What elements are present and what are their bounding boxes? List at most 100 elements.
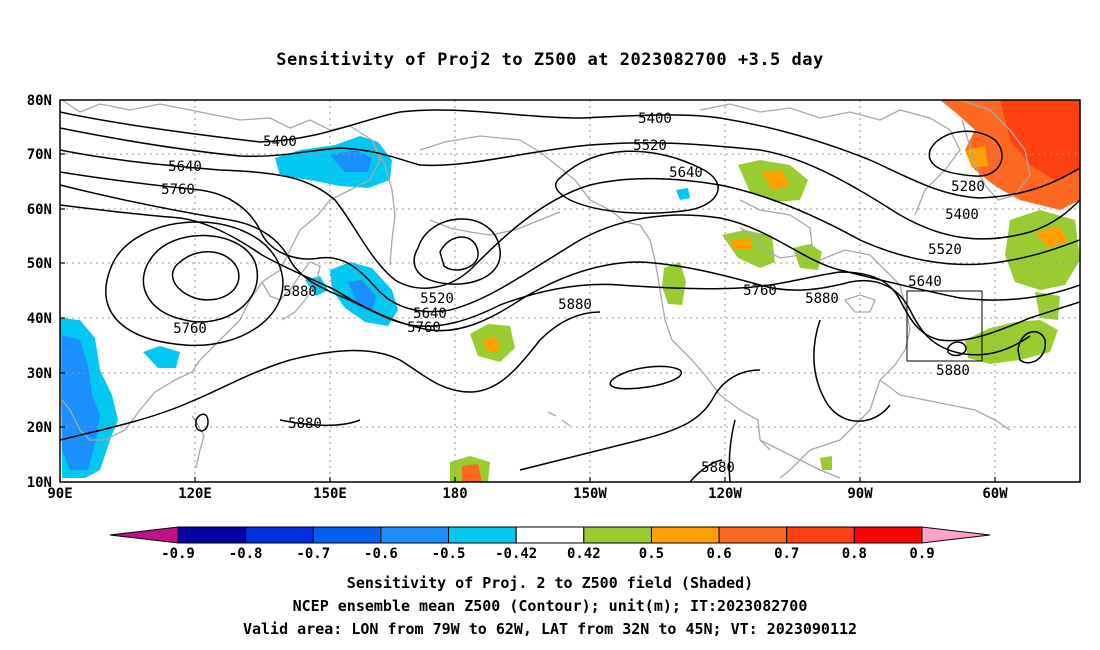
colorbar-label: -0.6 (364, 546, 398, 562)
z500-contours (60, 109, 1080, 482)
contour-label: 5640 (669, 165, 703, 181)
colorbar-label: -0.8 (229, 546, 263, 562)
contour-atlantic-small (947, 341, 967, 357)
lat-label-30n: 30N (27, 366, 52, 382)
contour-label: 5400 (263, 134, 297, 150)
contour-label: 5520 (928, 242, 962, 258)
contour-atlantic-low (1017, 330, 1046, 364)
contour-label: 5640 (908, 274, 942, 290)
contour-5880-south (728, 419, 736, 482)
lat-label-60n: 60N (27, 202, 52, 218)
pos-shade-arctic-east-core (1000, 100, 1080, 180)
colorbar-label: 0.7 (774, 546, 799, 562)
contour-label: 5640 (413, 306, 447, 322)
coast-hawaii (547, 411, 571, 427)
contour-label: 5880 (283, 284, 317, 300)
contour-5640-upper (60, 149, 1080, 289)
colorbar-swatch (448, 526, 517, 544)
neg-shade-west-pacific-core (62, 335, 100, 470)
lat-label-50n: 50N (27, 256, 52, 272)
map-title: Sensitivity of Proj2 to Z500 at 20230827… (276, 50, 824, 70)
contour-low-west-b (142, 234, 258, 323)
colorbar-swatch (177, 526, 247, 544)
colorbar-low-extend (109, 526, 179, 544)
contour-label: 5880 (805, 291, 839, 307)
coastlines (61, 100, 1031, 479)
neg-shade-bering (275, 136, 392, 188)
coast-korea-japan (261, 261, 321, 321)
coast-alaska (419, 135, 771, 451)
contour-5880-mid-left (279, 419, 361, 426)
lat-label-10n: 10N (27, 475, 52, 491)
contour-5280-east (928, 130, 1003, 177)
contour-5880-upper (60, 204, 1080, 342)
coast-central-america (759, 439, 841, 479)
lon-label-150w: 150W (573, 486, 607, 502)
coast-aleutians (429, 211, 561, 236)
lat-label-70n: 70N (27, 147, 52, 163)
lon-label-180: 180 (442, 486, 467, 502)
contour-5400-north (60, 109, 1080, 199)
colorbar-swatch (515, 526, 585, 544)
contour-low-pacific-b (413, 218, 501, 285)
contour-label: 5880 (701, 460, 735, 476)
contour-label: 5760 (407, 320, 441, 336)
lon-label-150e: 150E (313, 486, 347, 502)
colorbar-swatch (718, 526, 788, 544)
contour-5520-north (60, 127, 1080, 240)
colorbar: -0.9 -0.8 -0.7 -0.6 -0.5 -0.42 0.42 0.5 0.6 0.7 0.… (109, 526, 991, 562)
colorbar-swatch (583, 526, 652, 544)
colorbar-label: -0.42 (495, 546, 537, 562)
coast-great-lakes (843, 294, 876, 313)
colorbar-label: -0.9 (161, 546, 195, 562)
coast-florida-caribbean (879, 379, 1011, 431)
contour-5880-gulf (813, 319, 891, 422)
contour-5880-tropics-left (60, 311, 601, 441)
neg-shade-kamchatka-core (348, 280, 376, 312)
colorbar-label: 0.9 (909, 546, 934, 562)
pos-shade-atlantic-core (1035, 226, 1068, 248)
contour-low-west-a (171, 251, 240, 301)
colorbar-label: -0.5 (432, 546, 466, 562)
contour-closed-tropics (609, 365, 683, 390)
coast-philippines (191, 415, 205, 469)
neg-shade-bering-core (330, 150, 372, 172)
lon-label-90e: 90E (47, 486, 72, 502)
colorbar-swatch (853, 526, 923, 544)
contour-label: 5760 (743, 283, 777, 299)
contour-label: 5400 (638, 111, 672, 127)
lon-label-90w: 90W (847, 486, 873, 502)
lon-label-120e: 120E (178, 486, 212, 502)
pos-shade-tropics-core (462, 464, 482, 482)
contour-ridge-a (554, 150, 719, 214)
contour-label: 5520 (420, 291, 454, 307)
contour-label: 5760 (161, 182, 195, 198)
pos-shade-hudson-core (730, 238, 752, 250)
coast-kamchatka (371, 139, 396, 266)
colorbar-swatch (786, 526, 855, 544)
contour-west-pacific-small (195, 413, 209, 432)
contour-label: 5280 (951, 179, 985, 195)
contour-label: 5400 (945, 207, 979, 223)
colorbar-label: 0.8 (842, 546, 867, 562)
contour-label: 5520 (633, 138, 667, 154)
coast-hudson-bay (739, 199, 813, 259)
pos-shade-atlantic (1005, 210, 1080, 290)
neg-shade-small-c (676, 188, 690, 200)
lon-label-60w: 60W (982, 486, 1008, 502)
colorbar-swatch (650, 526, 720, 544)
neg-shade-small-a (143, 346, 180, 368)
lat-label-20n: 20N (27, 420, 52, 436)
coast-north-america-east (779, 249, 911, 479)
contour-label: 5880 (936, 363, 970, 379)
contour-label: 5880 (558, 297, 592, 313)
pos-shade-atlantic-south-b (1035, 292, 1060, 320)
pos-shade-gulf (820, 456, 832, 470)
axis-ticks (60, 153, 996, 482)
colorbar-label: 0.42 (567, 546, 601, 562)
caption-shading: Sensitivity of Proj. 2 to Z500 field (Sh… (346, 574, 754, 592)
coast-east-asia (61, 100, 381, 441)
colorbar-swatch (245, 526, 314, 544)
contour-low-pacific-a (439, 236, 479, 271)
